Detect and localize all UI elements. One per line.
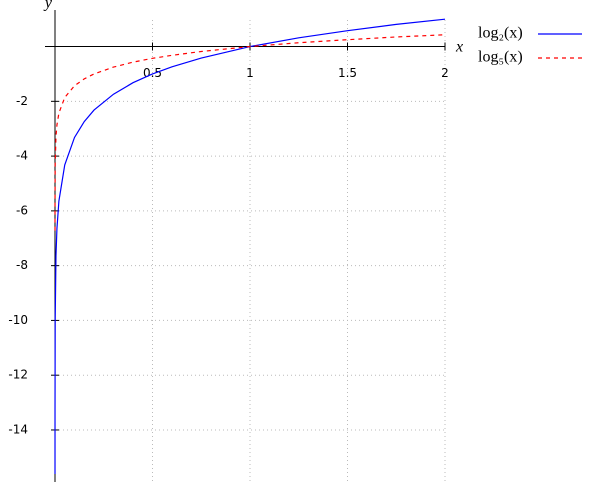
legend-label: log₂(x) [478, 25, 523, 42]
x-axis-label: x [455, 39, 463, 56]
y-tick-label: -8 [16, 258, 28, 272]
legend-label: log₅(x) [478, 49, 523, 66]
y-tick-label: -4 [16, 149, 28, 163]
x-tick-label: 1.5 [338, 66, 357, 80]
x-tick-label: 2 [441, 66, 449, 80]
series-line [54, 18, 446, 475]
x-tick-label: 1 [246, 66, 254, 80]
y-tick-label: -6 [16, 203, 28, 217]
y-axis-label: y [43, 0, 53, 12]
y-tick-label: -12 [8, 368, 28, 382]
y-tick-label: -14 [8, 422, 28, 436]
x-tick-label: 0.5 [143, 66, 162, 80]
y-tick-label: -10 [8, 313, 28, 327]
y-tick-label: -2 [16, 94, 28, 108]
